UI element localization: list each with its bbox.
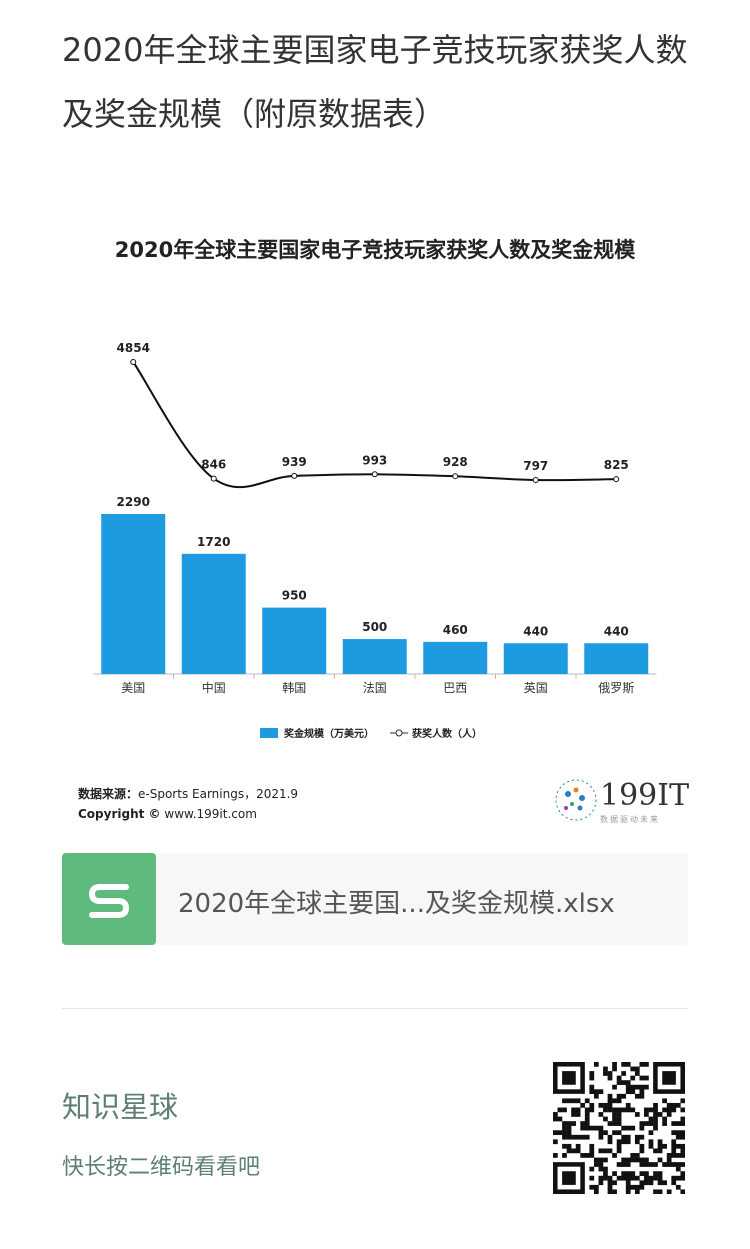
dots-logo-icon: [555, 779, 597, 821]
line-point-1: [210, 475, 217, 482]
file-name: 2020年全球主要国...及奖金规模.xlsx: [178, 889, 615, 919]
line-point-4: [452, 473, 459, 480]
bar-6: [584, 643, 649, 674]
bar-label-6: 440: [604, 624, 629, 638]
x-tick-label-5: 英国: [524, 681, 548, 695]
chart-title: 2020年全球主要国家电子竞技玩家获奖人数及奖金规模: [114, 238, 636, 262]
line-label-2: 939: [282, 455, 307, 469]
x-tick-label-1: 中国: [202, 680, 226, 695]
bar-3: [342, 639, 407, 674]
line-label-3: 993: [362, 453, 387, 467]
x-tick-label-6: 俄罗斯: [598, 681, 634, 695]
source-label: 数据来源：: [78, 787, 139, 801]
x-tick-label-0: 美国: [121, 681, 145, 695]
line-point-6: [613, 476, 620, 483]
line-point-5: [532, 477, 539, 483]
x-tick-label-2: 韩国: [282, 680, 306, 695]
qr-code[interactable]: [553, 1062, 685, 1194]
legend-line-label: 获奖人数（人）: [411, 727, 482, 740]
line-point-2: [291, 472, 298, 479]
brand-logo: 199IT 数据驱动未来: [554, 778, 689, 824]
x-tick-label-3: 法国: [363, 681, 387, 695]
bar-label-0: 2290: [117, 495, 150, 509]
source-text: e-Sports Earnings，2021.9: [138, 787, 299, 801]
divider: [62, 1008, 688, 1009]
bar-label-1: 1720: [197, 535, 230, 549]
legend-line-marker: [395, 729, 403, 737]
chart-image: 2020年全球主要国家电子竞技玩家获奖人数及奖金规模 2290 美国 1720 中国 9…: [0, 220, 750, 840]
logo-text: 199IT: [600, 778, 690, 813]
combo-chart: 2290 美国 1720 中国 950 韩国 500 法国 460 巴西 440 英国 440 俄罗斯 48…: [93, 341, 657, 740]
legend-bar-label: 奖金规模（万美元）: [284, 727, 374, 740]
bar-label-3: 500: [362, 620, 387, 634]
promo-subtitle: 快长按二维码看看吧: [62, 1155, 261, 1180]
line-label-1: 846: [201, 458, 226, 472]
bar-4: [423, 641, 488, 674]
copyright-label: Copyright ©: [78, 807, 161, 821]
page-title: 2020年全球主要国家电子竞技玩家获奖人数及奖金规模（附原数据表）: [62, 31, 688, 133]
source-block: 数据来源：e-Sports Earnings，2021.9 Copyright …: [78, 784, 298, 824]
file-s-icon: [62, 853, 156, 945]
x-tick-label-4: 巴西: [443, 681, 467, 695]
logo-subtitle: 数据驱动未来: [600, 815, 660, 824]
bar-1: [181, 553, 246, 674]
legend-bar-swatch: [260, 728, 278, 738]
bar-label-5: 440: [523, 624, 548, 638]
bar-label-4: 460: [443, 623, 468, 637]
bar-5: [503, 643, 568, 674]
line-label-0: 4854: [117, 341, 150, 355]
bar-2: [262, 607, 327, 674]
line-label-5: 797: [523, 459, 548, 473]
line-point-3: [371, 471, 378, 478]
line-point-0: [130, 359, 137, 365]
file-attachment[interactable]: 2020年全球主要国...及奖金规模.xlsx: [62, 853, 688, 945]
bar-label-2: 950: [282, 589, 307, 603]
bar-0: [101, 514, 166, 674]
line-label-6: 825: [604, 458, 629, 472]
promo-title: 知识星球: [62, 1090, 179, 1124]
line-label-4: 928: [443, 455, 468, 469]
copyright-text: www.199it.com: [164, 807, 257, 821]
